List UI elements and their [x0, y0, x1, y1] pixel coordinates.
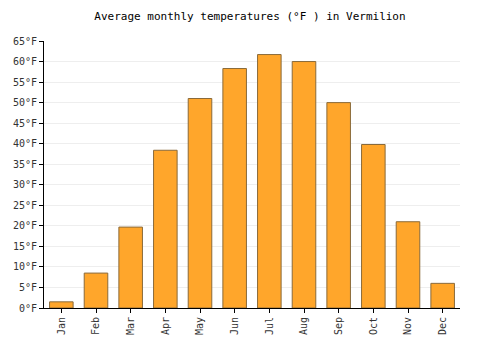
svg-text:Feb: Feb — [90, 317, 101, 335]
svg-text:Apr: Apr — [160, 317, 171, 335]
svg-text:Mar: Mar — [125, 317, 136, 335]
svg-text:Jan: Jan — [56, 317, 67, 335]
svg-text:Sep: Sep — [333, 317, 344, 335]
svg-text:35°F: 35°F — [13, 159, 37, 170]
svg-text:20°F: 20°F — [13, 220, 37, 231]
svg-text:Aug: Aug — [298, 317, 309, 335]
svg-text:Jul: Jul — [264, 317, 275, 335]
svg-text:Dec: Dec — [437, 317, 448, 335]
svg-text:0°F: 0°F — [19, 303, 37, 314]
svg-text:Jun: Jun — [229, 317, 240, 335]
svg-text:45°F: 45°F — [13, 118, 37, 129]
svg-text:25°F: 25°F — [13, 200, 37, 211]
svg-text:50°F: 50°F — [13, 97, 37, 108]
svg-text:30°F: 30°F — [13, 179, 37, 190]
svg-text:40°F: 40°F — [13, 138, 37, 149]
svg-text:Nov: Nov — [402, 317, 413, 335]
svg-text:15°F: 15°F — [13, 241, 37, 252]
svg-text:Average monthly temperatures (: Average monthly temperatures (°F ) in Ve… — [94, 10, 405, 23]
svg-text:Oct: Oct — [368, 317, 379, 335]
svg-text:10°F: 10°F — [13, 261, 37, 272]
svg-text:60°F: 60°F — [13, 56, 37, 67]
svg-text:55°F: 55°F — [13, 77, 37, 88]
svg-text:65°F: 65°F — [13, 36, 37, 47]
svg-text:May: May — [194, 317, 205, 335]
svg-text:5°F: 5°F — [19, 282, 37, 293]
